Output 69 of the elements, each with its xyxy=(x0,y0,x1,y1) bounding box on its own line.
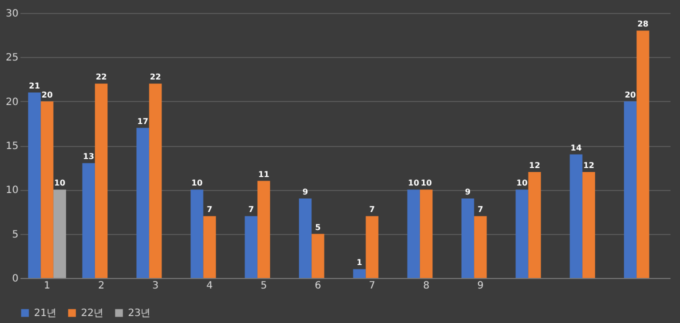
y-tick-label: 15 xyxy=(6,141,18,152)
bar xyxy=(636,30,650,278)
x-tick-label: 2 xyxy=(98,280,104,292)
bar xyxy=(474,216,487,278)
bar xyxy=(28,92,41,278)
data-label: 14 xyxy=(570,143,582,152)
bar xyxy=(312,234,324,278)
y-tick-label: 20 xyxy=(6,96,18,108)
x-tick-label: 8 xyxy=(423,280,430,292)
bar xyxy=(366,216,378,278)
bar xyxy=(190,190,204,278)
bar xyxy=(407,190,420,278)
bar xyxy=(461,198,474,278)
data-label: 22 xyxy=(96,72,107,82)
data-label: 7 xyxy=(206,205,212,214)
bar xyxy=(136,128,150,278)
data-label: 5 xyxy=(315,222,322,232)
data-label: 10 xyxy=(408,178,420,188)
data-label: 12 xyxy=(529,161,540,170)
bar xyxy=(40,101,54,278)
legend-label: 23년 xyxy=(128,308,151,319)
data-label: 10 xyxy=(420,178,432,188)
y-tick-label: 0 xyxy=(12,274,18,284)
data-label: 9 xyxy=(464,188,471,196)
y-tick-label: 25 xyxy=(6,52,18,64)
data-label: 11 xyxy=(258,170,270,179)
data-label: 13 xyxy=(83,152,94,162)
bar xyxy=(94,84,108,278)
data-label: 10 xyxy=(516,178,528,188)
data-label: 20 xyxy=(42,90,54,100)
x-tick-label: 5 xyxy=(260,280,267,292)
bar xyxy=(203,216,216,278)
bar xyxy=(570,154,582,278)
data-label: 10 xyxy=(191,178,203,188)
bar xyxy=(528,172,541,278)
bar xyxy=(149,84,162,278)
data-label: 9 xyxy=(302,188,308,196)
data-label: 20 xyxy=(624,90,636,100)
bar xyxy=(582,172,596,278)
x-tick-label: 3 xyxy=(152,280,159,292)
data-label: 12 xyxy=(583,161,594,170)
legend-label: 22년 xyxy=(81,308,104,319)
y-tick-label: 30 xyxy=(6,8,18,20)
bar xyxy=(82,163,95,278)
bar xyxy=(298,198,312,278)
bar xyxy=(516,190,528,278)
x-tick-label: 4 xyxy=(206,280,213,292)
x-tick-label: 1 xyxy=(44,280,50,292)
y-tick-label: 5 xyxy=(12,229,18,240)
data-label: 21 xyxy=(28,82,40,90)
bar xyxy=(353,269,366,278)
legend-label: 21년 xyxy=(34,308,57,319)
bar xyxy=(244,216,258,278)
data-label: 28 xyxy=(637,20,649,29)
bar xyxy=(420,190,433,278)
bar xyxy=(257,180,270,278)
x-tick-label: 9 xyxy=(477,280,484,292)
data-label: 1 xyxy=(356,258,363,268)
data-label: 17 xyxy=(137,116,148,126)
x-tick-label: 7 xyxy=(368,280,376,292)
data-label: 7 xyxy=(478,205,484,214)
data-label: 7 xyxy=(248,205,254,214)
bar xyxy=(53,190,66,278)
bar xyxy=(624,101,637,278)
x-tick-label: 6 xyxy=(314,280,322,292)
y-tick-label: 10 xyxy=(6,185,18,196)
data-label: 10 xyxy=(54,178,66,188)
data-label: 7 xyxy=(369,205,375,214)
data-label: 22 xyxy=(150,72,161,82)
